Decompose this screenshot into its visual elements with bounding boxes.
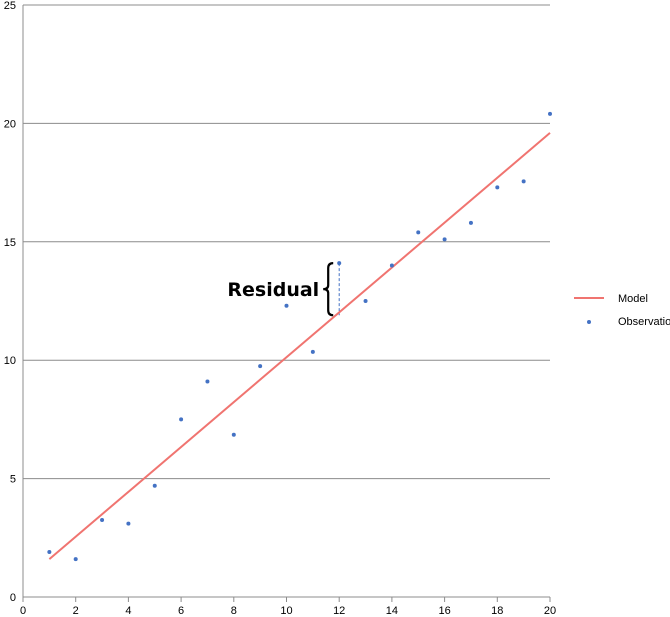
observation-point: [442, 237, 447, 242]
observation-point: [416, 230, 421, 235]
observation-point: [521, 179, 526, 184]
legend-model-label: Model: [618, 293, 648, 305]
observation-point: [337, 261, 342, 266]
legend-observations-marker: [587, 320, 591, 324]
x-tick-label: 12: [333, 605, 345, 617]
legend-observations-label: Observations: [618, 316, 670, 328]
x-tick-label: 0: [20, 605, 26, 617]
x-tick-label: 16: [438, 605, 450, 617]
observation-point: [152, 483, 157, 488]
residual-annotation: Residual: [227, 262, 340, 317]
observation-point: [126, 521, 131, 526]
y-tick-label: 5: [10, 474, 16, 486]
observation-point: [231, 432, 236, 437]
x-tick-label: 14: [386, 605, 398, 617]
observation-point: [100, 518, 105, 523]
observation-point: [205, 379, 210, 384]
x-tick-label: 2: [73, 605, 79, 617]
model-line: [48, 132, 551, 560]
x-tick-label: 18: [491, 605, 503, 617]
y-tick-label: 0: [10, 592, 16, 604]
x-tick-label: 4: [125, 605, 131, 617]
y-tick-label: 25: [4, 0, 16, 12]
observation-point: [284, 303, 289, 308]
observation-point: [468, 220, 473, 225]
model-line-series: [48, 132, 551, 560]
observations-series: [47, 111, 552, 562]
y-tick-labels: 0 5 10 15 20 25: [4, 0, 16, 604]
residual-label: Residual: [227, 279, 319, 301]
observation-point: [73, 557, 78, 562]
x-tick-label: 20: [544, 605, 556, 617]
observation-point: [363, 299, 368, 303]
observation-point: [310, 349, 315, 354]
observation-point: [548, 111, 552, 116]
observation-point: [47, 550, 52, 555]
y-tick-label: 20: [4, 118, 16, 130]
x-tick-labels: 0 2 4 6 8 10 12 14 16 18 20: [20, 605, 556, 617]
residual-brace: [323, 262, 334, 317]
x-tick-label: 8: [231, 605, 237, 617]
axes: [22, 5, 551, 602]
x-tick-label: 6: [178, 605, 184, 617]
legend: Model Observations: [574, 293, 670, 328]
y-tick-label: 15: [4, 237, 16, 249]
x-tick-label: 10: [280, 605, 292, 617]
observation-point: [179, 417, 184, 422]
observation-point: [389, 263, 394, 268]
observation-point: [495, 185, 500, 190]
y-tick-label: 10: [4, 355, 16, 367]
observation-point: [258, 364, 263, 369]
grid-lines: [23, 4, 550, 480]
